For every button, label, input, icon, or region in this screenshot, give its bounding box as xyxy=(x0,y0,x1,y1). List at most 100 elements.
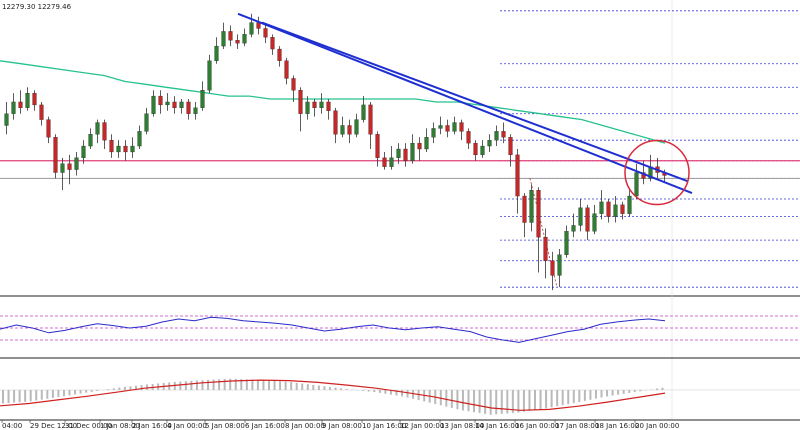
macd-histogram-bar xyxy=(218,379,221,390)
moving-average-line xyxy=(0,60,666,144)
candle-body xyxy=(165,101,170,106)
macd-histogram-bar xyxy=(617,390,620,395)
macd-histogram-bar xyxy=(578,390,581,403)
candle-body xyxy=(200,90,205,108)
x-tick-label: 31 Dec 00:00 xyxy=(65,422,112,430)
candle-body xyxy=(74,157,79,170)
macd-histogram-bar xyxy=(362,390,365,391)
macd-histogram-bar xyxy=(195,380,198,390)
candle-body xyxy=(347,125,352,135)
macd-histogram-bar xyxy=(40,390,43,400)
macd-signal-line xyxy=(0,379,666,411)
candle-body xyxy=(459,122,464,132)
macd-histogram-bar xyxy=(328,386,331,390)
candle-body xyxy=(340,125,345,135)
x-tick-label: 17 Jan 08:00 xyxy=(555,422,599,430)
macd-histogram-bar xyxy=(412,390,415,399)
candle-body xyxy=(228,31,233,41)
price-panel xyxy=(0,0,800,420)
macd-histogram-bar xyxy=(461,390,464,411)
macd-histogram-bar xyxy=(484,390,487,414)
candle-body xyxy=(613,204,618,217)
x-tick-label: 12 Jan 00:00 xyxy=(400,422,444,430)
macd-histogram-bar xyxy=(107,389,110,390)
macd-histogram-bar xyxy=(628,390,631,393)
decline-guide-line xyxy=(529,178,558,288)
candle-body xyxy=(606,201,611,217)
breakout-highlight-circle xyxy=(624,139,690,206)
candle-body xyxy=(214,45,219,61)
x-tick-label: 9 Jan 08:00 xyxy=(322,422,362,430)
candle-body xyxy=(410,142,415,161)
candle-body xyxy=(354,119,359,135)
candle-body xyxy=(466,131,471,144)
macd-histogram-bar xyxy=(179,381,182,390)
macd-histogram-bar xyxy=(611,390,614,396)
macd-histogram-bar xyxy=(639,390,642,392)
macd-histogram-bar xyxy=(212,379,215,390)
macd-histogram-bar xyxy=(35,390,38,401)
macd-histogram-bar xyxy=(7,390,10,404)
macd-histogram-bar xyxy=(583,390,586,401)
macd-panel xyxy=(0,378,800,421)
macd-histogram-bar xyxy=(135,385,137,390)
macd-histogram-bar xyxy=(534,390,536,411)
candle-body xyxy=(564,231,569,255)
candle-body xyxy=(592,213,597,232)
candle-body xyxy=(158,95,163,106)
candle-body xyxy=(109,140,114,153)
rsi-panel xyxy=(0,315,800,359)
macd-histogram-bar xyxy=(650,389,653,390)
macd-histogram-bar xyxy=(240,379,243,390)
macd-histogram-bar xyxy=(129,386,132,390)
candle-body xyxy=(179,101,184,108)
candle-body xyxy=(578,207,583,226)
macd-histogram-bar xyxy=(2,390,4,404)
candle-body xyxy=(361,104,366,120)
candle-body xyxy=(508,137,513,156)
candle-body xyxy=(151,95,156,114)
ohlc-readout: 12279.30 12279.46 xyxy=(2,3,72,11)
macd-histogram-bar xyxy=(146,384,149,390)
macd-histogram-bar xyxy=(295,382,298,390)
x-tick-label: 5 Jan 08:00 xyxy=(205,422,245,430)
macd-histogram-bar xyxy=(600,390,603,398)
candle-body xyxy=(620,204,625,214)
macd-histogram-bar xyxy=(223,379,226,390)
macd-histogram-bar xyxy=(340,388,343,390)
candle-body xyxy=(249,22,254,35)
macd-histogram-bar xyxy=(561,390,564,406)
candle-body xyxy=(438,125,443,129)
candle-body xyxy=(312,101,317,108)
macd-histogram-bar xyxy=(290,382,293,390)
candle-body xyxy=(67,163,72,170)
x-tick-label: 2 Jan 16:00 xyxy=(132,422,172,430)
candle-body xyxy=(193,107,198,114)
candle-body xyxy=(137,131,142,147)
x-tick-label: 13 Jan 08:00 xyxy=(440,422,484,430)
candle-body xyxy=(368,104,373,135)
candle-body xyxy=(634,172,639,197)
macd-histogram-bar xyxy=(18,390,21,403)
candle-body xyxy=(396,148,401,158)
x-tick-label: 20 Jan 00:00 xyxy=(635,422,679,430)
macd-histogram-bar xyxy=(62,390,65,397)
candle-body xyxy=(585,207,590,232)
macd-histogram-bar xyxy=(317,385,320,390)
candle-body xyxy=(333,110,338,135)
macd-histogram-bar xyxy=(29,390,32,402)
x-tick-label: 8 Jan 00:00 xyxy=(285,422,325,430)
macd-histogram-bar xyxy=(13,390,16,403)
macd-histogram-bar xyxy=(251,379,254,390)
macd-histogram-bar xyxy=(445,390,448,407)
macd-histogram-bar xyxy=(312,384,315,390)
candle-body xyxy=(557,254,562,276)
x-tick-label: 16 Jan 00:00 xyxy=(515,422,559,430)
candle-body xyxy=(102,122,107,141)
macd-histogram-bar xyxy=(268,380,270,390)
candle-body xyxy=(417,142,422,150)
macd-histogram-bar xyxy=(539,390,542,410)
macd-histogram-bar xyxy=(229,378,232,390)
macd-histogram-bar xyxy=(24,390,27,402)
macd-histogram-bar xyxy=(184,381,187,390)
